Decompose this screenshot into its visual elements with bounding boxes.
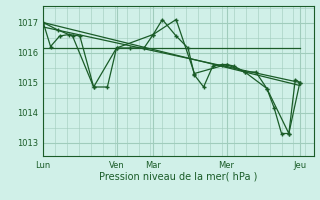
X-axis label: Pression niveau de la mer( hPa ): Pression niveau de la mer( hPa ) <box>99 171 258 181</box>
